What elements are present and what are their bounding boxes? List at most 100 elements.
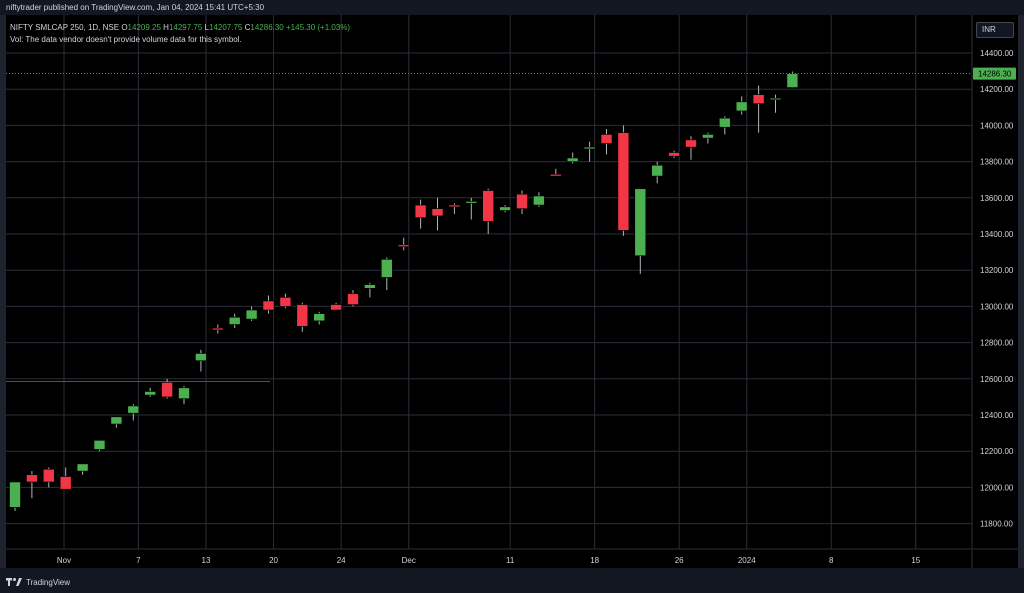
candle[interactable] — [718, 116, 731, 135]
candle[interactable] — [617, 125, 630, 236]
price-axis[interactable]: 14400.00 14200.00 14000.00 13800.00 13600.00… — [980, 49, 1014, 529]
candle-body — [59, 476, 72, 490]
candle-body — [533, 195, 545, 206]
candle-body — [718, 117, 731, 128]
volume-note: Vol: The data vendor doesn't provide vol… — [10, 35, 242, 44]
candle[interactable] — [431, 197, 444, 231]
candle[interactable] — [566, 152, 579, 164]
y-tick-label: 11800.00 — [980, 520, 1013, 529]
candle[interactable] — [330, 302, 342, 311]
last-price-label: 14286.30 — [978, 70, 1012, 79]
ohlc-line: NIFTY SMLCAP 250, 1D, NSE O14209.25 H142… — [10, 22, 350, 34]
y-tick-label: 13400.00 — [980, 230, 1014, 239]
candle[interactable] — [685, 136, 697, 160]
y-tick-label: 13800.00 — [980, 158, 1014, 167]
candle[interactable] — [76, 463, 89, 475]
candle[interactable] — [364, 282, 376, 298]
candle-body — [668, 152, 680, 157]
candle[interactable] — [42, 467, 55, 488]
candle[interactable] — [161, 378, 173, 399]
candle[interactable] — [110, 416, 123, 428]
candle-body — [347, 293, 359, 305]
candle[interactable] — [26, 471, 38, 499]
candle[interactable] — [127, 404, 140, 421]
candle-body — [431, 208, 444, 217]
open-label: O — [121, 23, 128, 32]
candle[interactable] — [533, 192, 545, 207]
candle[interactable] — [262, 295, 275, 314]
candle[interactable] — [769, 94, 782, 113]
candle[interactable] — [735, 96, 748, 115]
candle[interactable] — [313, 311, 326, 325]
candle[interactable] — [499, 205, 511, 213]
close-value: 14286.30 — [250, 23, 284, 32]
candle-body — [482, 190, 495, 222]
candle-body — [752, 94, 765, 104]
candle[interactable] — [195, 349, 207, 372]
y-tick-label: 12400.00 — [980, 411, 1014, 420]
candle-body — [549, 173, 562, 177]
x-tick-label: 8 — [829, 556, 834, 565]
candle-body — [279, 297, 292, 307]
published-text: niftytrader published on TradingView.com… — [6, 3, 265, 12]
candle-body — [634, 188, 647, 257]
tradingview-logo[interactable]: TradingView — [6, 576, 70, 588]
x-tick-label: 24 — [337, 556, 346, 565]
candle-body — [296, 304, 309, 327]
candle[interactable] — [212, 324, 224, 334]
symbol-label[interactable]: NIFTY SMLCAP 250, 1D, NSE — [10, 23, 120, 32]
x-tick-label: 26 — [675, 556, 684, 565]
x-tick-label: 11 — [506, 556, 515, 565]
high-value: 14297.75 — [168, 23, 203, 32]
x-tick-label: 18 — [590, 556, 599, 565]
x-tick-label: 20 — [269, 556, 278, 565]
candle[interactable] — [448, 203, 461, 215]
candle[interactable] — [347, 290, 359, 307]
candle[interactable] — [93, 440, 106, 452]
candle[interactable] — [634, 188, 647, 274]
time-axis[interactable]: Nov 7 13 20 24 Dec 11 18 26 2024 8 15 — [57, 556, 921, 565]
candle[interactable] — [414, 199, 427, 229]
y-tick-label: 14400.00 — [980, 49, 1014, 58]
candle-body — [228, 316, 241, 325]
candle[interactable] — [178, 386, 190, 405]
candle[interactable] — [228, 313, 241, 329]
candle[interactable] — [245, 306, 258, 321]
candle[interactable] — [549, 168, 562, 177]
y-tick-label: 13600.00 — [980, 194, 1014, 203]
candle[interactable] — [9, 481, 21, 511]
chart-frame[interactable] — [6, 15, 1018, 568]
candle[interactable] — [397, 237, 410, 251]
candle[interactable] — [583, 141, 596, 162]
candle[interactable] — [482, 188, 495, 234]
candle-body — [566, 157, 579, 162]
candle[interactable] — [651, 161, 664, 184]
candle-body — [583, 146, 596, 150]
candle[interactable] — [668, 150, 680, 158]
candle-body — [178, 387, 190, 400]
candle[interactable] — [144, 387, 156, 397]
chart-legend: NIFTY SMLCAP 250, 1D, NSE O14209.25 H142… — [10, 22, 350, 46]
candle[interactable] — [279, 293, 292, 309]
candle-body — [76, 463, 89, 472]
candle[interactable] — [752, 85, 765, 133]
low-value: 14207.75 — [209, 23, 243, 32]
candle[interactable] — [702, 132, 714, 144]
candle-body — [93, 440, 106, 450]
candle-body — [330, 304, 342, 311]
candle[interactable] — [296, 302, 309, 332]
candle-body — [313, 313, 326, 322]
candle-body — [212, 327, 224, 331]
candle-body — [42, 468, 55, 483]
candle[interactable] — [600, 129, 613, 155]
candle[interactable] — [59, 467, 72, 490]
candle[interactable] — [380, 257, 393, 291]
candle[interactable] — [516, 190, 528, 215]
candles — [9, 71, 799, 511]
change-value: +145.30 (+1.03%) — [286, 23, 351, 32]
candle-body — [516, 193, 528, 209]
y-tick-label: 12600.00 — [980, 375, 1014, 384]
candle[interactable] — [465, 197, 478, 220]
currency-badge[interactable]: INR — [976, 22, 1014, 38]
